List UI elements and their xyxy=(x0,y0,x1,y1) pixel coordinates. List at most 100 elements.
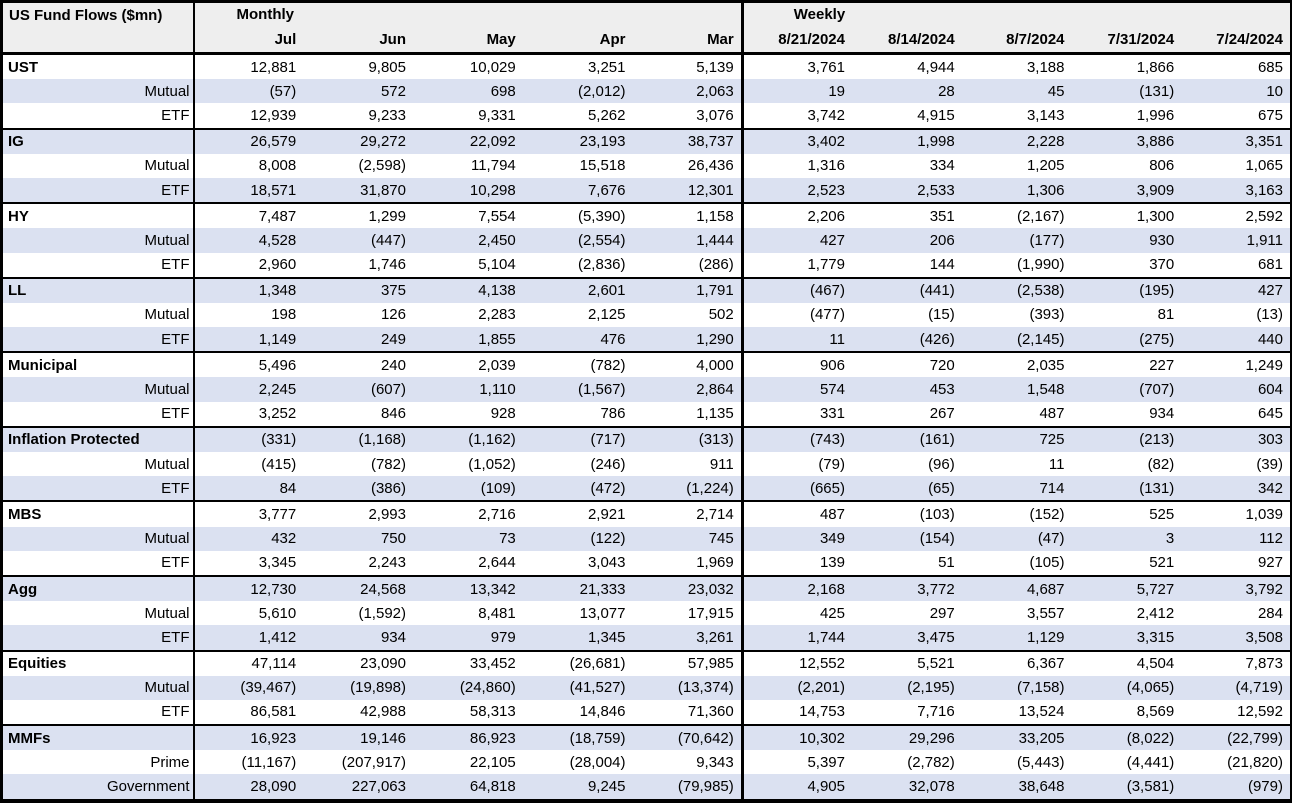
row-sub-label: ETF xyxy=(1,625,195,651)
value-cell: 7,676 xyxy=(522,177,633,204)
value-cell: 1,911 xyxy=(1181,228,1291,253)
value-cell: 3,402 xyxy=(742,127,852,154)
table-row-ust-mutual: Mutual (57) 572 698 (2,012) 2,063 19 28 45 (131) 1… xyxy=(1,79,1291,104)
value-cell: 18,571 xyxy=(193,177,304,204)
value-cell: 3,315 xyxy=(1071,625,1182,651)
value-cell: 13,342 xyxy=(413,574,523,602)
value-cell: 2,039 xyxy=(413,351,523,378)
value-cell: 846 xyxy=(380,405,406,423)
group-label: UST xyxy=(1,53,195,80)
value-cell: 284 xyxy=(1257,604,1283,622)
value-cell: 3,777 xyxy=(193,500,304,527)
value-cell: 1,039 xyxy=(1181,500,1291,527)
value-cell: 86,581 xyxy=(250,703,297,721)
value-cell: 714 xyxy=(961,476,1072,502)
value-cell: 427 xyxy=(1181,276,1291,303)
value-cell: (122) xyxy=(522,526,633,551)
value-cell: 12,881 xyxy=(250,58,297,76)
value-cell: 487 xyxy=(1039,405,1065,423)
value-cell: 3,143 xyxy=(1026,106,1065,124)
value-cell: (5,390) xyxy=(522,202,633,229)
value-cell: 144 xyxy=(929,256,955,274)
value-cell: (1,592) xyxy=(358,604,406,622)
value-cell: 32,078 xyxy=(852,774,962,801)
value-cell: (65) xyxy=(852,476,962,502)
value-cell: 2,533 xyxy=(852,177,962,204)
value-cell: 1,444 xyxy=(632,228,744,253)
value-cell: 645 xyxy=(1257,405,1283,423)
value-cell: 51 xyxy=(938,554,955,572)
value-cell: 720 xyxy=(852,351,962,378)
value-cell: 3,351 xyxy=(1181,127,1291,154)
value-cell: 440 xyxy=(1181,327,1291,353)
value-cell: 3,772 xyxy=(852,574,962,602)
value-cell: 38,737 xyxy=(632,127,744,154)
value-cell: (13,374) xyxy=(632,675,744,700)
value-cell: 3,742 xyxy=(807,106,845,124)
value-cell: (7,158) xyxy=(961,675,1072,700)
value-cell: 7,873 xyxy=(1181,649,1291,676)
value-cell: 2,228 xyxy=(961,127,1072,154)
row-sub-label: ETF xyxy=(1,103,195,129)
value-cell: 3,345 xyxy=(258,554,297,572)
value-cell: (105) xyxy=(1029,554,1065,572)
value-cell: 572 xyxy=(303,79,413,104)
value-cell: (743) xyxy=(742,425,852,452)
table-row-ll-etf: ETF 1,149 249 1,855 476 1,290 11 (426) (2,145) (2… xyxy=(1,327,1291,353)
value-cell: 3 xyxy=(1071,526,1182,551)
value-cell: 425 xyxy=(819,604,845,622)
value-cell: 1,149 xyxy=(193,327,304,353)
value-cell: (2,538) xyxy=(961,276,1072,303)
column-header-7-31-2024: 7/31/2024 xyxy=(1071,27,1182,55)
section-label-weekly: Weekly xyxy=(742,1,1291,27)
row-sub-label: Mutual xyxy=(1,526,195,551)
value-cell: (109) xyxy=(413,476,523,502)
value-cell: 15,518 xyxy=(579,157,626,175)
table-row-hy-mutual: Mutual 4,528 (447) 2,450 (2,554) 1,444 427 206(… xyxy=(1,228,1291,253)
value-cell: (275) xyxy=(1071,327,1182,353)
value-cell: (441) xyxy=(852,276,962,303)
value-cell: 3,252 xyxy=(258,405,297,423)
column-header-7-24-2024: 7/24/2024 xyxy=(1181,27,1291,55)
value-cell: (21,820) xyxy=(1227,753,1283,771)
value-cell: 1,135 xyxy=(632,401,744,427)
value-cell: (1,168) xyxy=(303,425,413,452)
value-cell: (2,598) xyxy=(358,157,406,175)
value-cell: 9,233 xyxy=(368,106,406,124)
value-cell: 42,988 xyxy=(360,703,406,721)
table-row-mbs-etf: ETF 3,345 2,243 2,644 3,043 1,969 139 51 (105) 52… xyxy=(1,550,1292,576)
column-header-jul: Jul xyxy=(193,27,304,55)
group-label: Equities xyxy=(1,649,195,676)
value-cell: (79) xyxy=(818,455,845,473)
value-cell: 3,043 xyxy=(587,554,626,572)
value-cell: (2,201) xyxy=(742,675,852,700)
value-cell: 11 xyxy=(742,327,852,353)
value-cell: 2,523 xyxy=(742,177,852,204)
value-cell: (707) xyxy=(1071,377,1182,402)
value-cell: 3,508 xyxy=(1181,625,1291,651)
value-cell: 19,146 xyxy=(303,724,413,751)
value-cell: (979) xyxy=(1181,774,1291,801)
value-cell: 31,870 xyxy=(303,177,413,204)
value-cell: (103) xyxy=(852,500,962,527)
value-cell: 12,939 xyxy=(250,106,297,124)
value-cell: 1,205 xyxy=(1026,157,1065,175)
value-cell: (447) xyxy=(303,228,413,253)
value-cell: (79,985) xyxy=(632,774,744,801)
value-cell: 5,397 xyxy=(807,753,845,771)
value-cell: 3,792 xyxy=(1181,574,1291,602)
value-cell: 342 xyxy=(1181,476,1291,502)
row-sub-label: ETF xyxy=(1,252,195,278)
value-cell: (24,860) xyxy=(413,675,523,700)
group-label: Municipal xyxy=(1,351,195,378)
table-row-mmfs: MMFs 16,923 19,146 86,923 (18,759) (70,642) 10… xyxy=(1,724,1291,751)
value-cell: 5,496 xyxy=(193,351,304,378)
value-cell: 47,114 xyxy=(193,649,304,676)
value-cell: 1,129 xyxy=(961,625,1072,651)
value-cell: 2,168 xyxy=(742,574,852,602)
value-cell: (426) xyxy=(852,327,962,353)
value-cell: 8,008 xyxy=(258,157,297,175)
value-cell: 7,716 xyxy=(917,703,955,721)
value-cell: (665) xyxy=(742,476,852,502)
value-cell: 10 xyxy=(1181,79,1291,104)
